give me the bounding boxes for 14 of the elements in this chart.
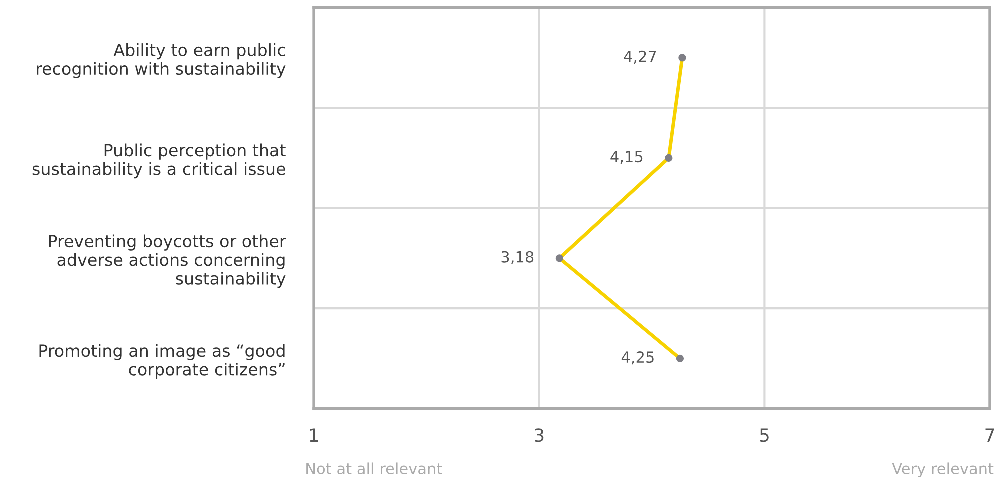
text: Not at all relevant (306, 462, 442, 475)
x-tick-label: 1 (310, 428, 318, 442)
y-tick-label: Ability to earn public recognition with sustainability (37, 44, 286, 78)
data-label: 4,15 (610, 151, 643, 164)
x-tick-label: 7 (986, 428, 994, 442)
y-tick-label: Promoting an image as “good corporate citizens” (40, 344, 285, 380)
y-tick-label: Public perception that sustainability is a critical issue (32, 144, 286, 179)
text: Very relevant (892, 462, 994, 478)
y-tick-label: Preventing boycotts or other adverse actions concerning sustainability (49, 234, 286, 288)
data-label: 4,27 (624, 50, 656, 64)
data-label: 3,18 (502, 251, 534, 264)
data-label: 4,25 (622, 352, 654, 365)
x-tick-label: 5 (760, 428, 769, 442)
x-tick-label: 3 (535, 428, 544, 442)
